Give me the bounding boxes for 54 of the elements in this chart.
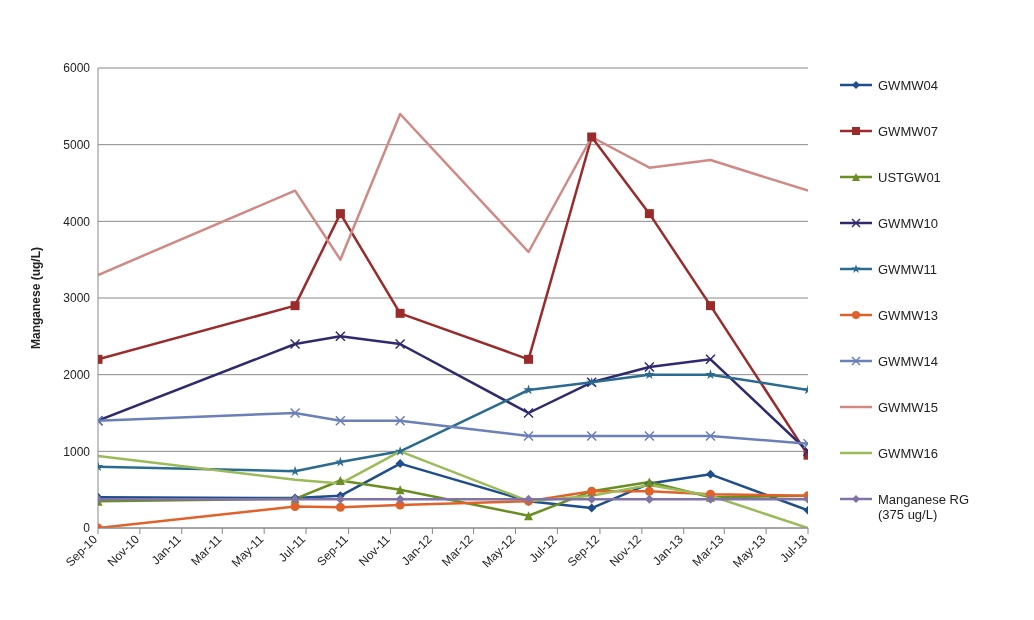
legend-label: GWMW04 — [878, 78, 939, 93]
line-series — [98, 112, 808, 277]
point — [587, 132, 597, 142]
point — [394, 338, 406, 350]
point — [524, 354, 534, 364]
legend-label: GWMW10 — [878, 216, 939, 231]
point — [335, 415, 346, 426]
point — [587, 503, 597, 513]
point — [395, 308, 405, 318]
point — [523, 384, 534, 395]
y-tick-label: 4000 — [63, 214, 91, 229]
y-tick-label: 5000 — [63, 137, 91, 152]
point — [290, 301, 300, 311]
legend-label: GWMW15 — [878, 400, 939, 415]
point — [335, 502, 345, 512]
point — [644, 486, 654, 496]
legend-label: GWMW07 — [878, 124, 939, 139]
y-tick-label: 0 — [83, 521, 91, 536]
point — [587, 494, 597, 504]
point — [395, 485, 405, 495]
point — [335, 209, 345, 219]
y-axis-title: Manganese (ug/L) — [29, 246, 44, 350]
point — [523, 430, 534, 442]
point — [644, 361, 655, 373]
point — [705, 354, 716, 365]
point — [524, 511, 534, 521]
legend-label: GWMW16 — [878, 446, 939, 461]
point — [705, 430, 716, 442]
point — [290, 502, 300, 512]
point — [706, 301, 715, 311]
point — [705, 369, 716, 380]
legend-label: GWMW11 — [878, 262, 938, 277]
y-tick-label: 3000 — [63, 291, 91, 306]
point — [335, 475, 345, 485]
y-tick-label: 2000 — [63, 367, 91, 382]
legend-label: GWMW13 — [878, 308, 939, 323]
y-tick-label: 1000 — [63, 444, 91, 459]
legend-label: GWMW14 — [878, 354, 939, 369]
point — [289, 407, 301, 419]
point — [395, 494, 405, 504]
point — [644, 430, 655, 442]
point — [394, 415, 406, 426]
legend-label: USTGW01 — [878, 170, 942, 185]
legend-label: Manganese RG (375 ug/L) — [878, 492, 971, 522]
point — [289, 338, 301, 350]
y-tick-label: 6000 — [63, 61, 91, 76]
point — [335, 331, 346, 342]
point — [523, 407, 534, 419]
point — [644, 369, 655, 380]
point — [395, 459, 405, 469]
point — [586, 430, 597, 442]
point — [394, 445, 406, 456]
point — [644, 209, 654, 219]
point — [706, 469, 715, 479]
